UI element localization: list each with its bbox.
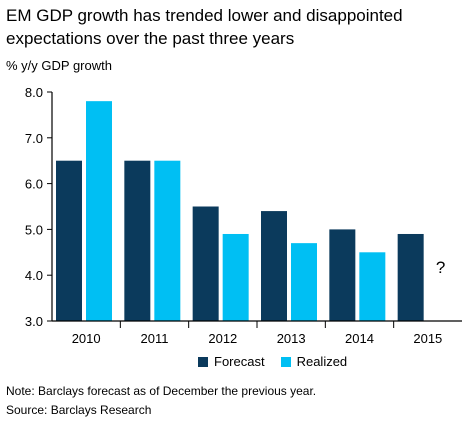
bar-realized-2014 bbox=[359, 252, 386, 321]
bar-forecast-2012 bbox=[192, 206, 219, 321]
bar-forecast-2013 bbox=[261, 211, 287, 321]
bar-realized-2013 bbox=[291, 243, 317, 321]
y-tick-label: 7.0 bbox=[25, 131, 43, 146]
missing-value-marker: ? bbox=[436, 258, 445, 277]
source-text: Source: Barclays Research bbox=[6, 403, 152, 417]
legend-swatch-realized bbox=[280, 356, 291, 367]
legend: Forecast Realized bbox=[198, 354, 363, 369]
y-tick-label: 8.0 bbox=[25, 85, 43, 100]
legend-label-forecast: Forecast bbox=[214, 354, 265, 369]
x-tick-label: 2012 bbox=[208, 331, 237, 346]
y-tick-label: 6.0 bbox=[25, 177, 43, 192]
note-text: Note: Barclays forecast as of December t… bbox=[6, 384, 317, 398]
legend-item-forecast: Forecast bbox=[198, 354, 265, 369]
y-axis-label: % y/y GDP growth bbox=[6, 58, 112, 73]
y-tick-label: 4.0 bbox=[25, 268, 43, 283]
bar-realized-2012 bbox=[222, 233, 249, 321]
x-tick-label: 2013 bbox=[277, 331, 306, 346]
x-tick-label: 2015 bbox=[413, 331, 442, 346]
legend-swatch-forecast bbox=[198, 356, 208, 367]
chart-title-line-2: expectations over the past three years bbox=[6, 29, 295, 48]
x-tick-label: 2010 bbox=[72, 331, 101, 346]
bar-forecast-2011 bbox=[124, 160, 151, 321]
bar-forecast-2010 bbox=[56, 160, 82, 321]
bar-forecast-2015 bbox=[397, 233, 424, 321]
x-tick-label: 2011 bbox=[141, 331, 169, 346]
footnotes: Note: Barclays forecast as of December t… bbox=[6, 382, 316, 420]
bar-realized-2010 bbox=[86, 101, 112, 321]
y-tick-label: 5.0 bbox=[25, 222, 43, 237]
legend-item-realized: Realized bbox=[280, 354, 348, 369]
chart-title: EM GDP growth has trended lower and disa… bbox=[6, 4, 466, 50]
y-tick-label: 3.0 bbox=[25, 314, 43, 329]
x-tick-label: 2014 bbox=[345, 331, 374, 346]
bar-realized-2011 bbox=[154, 160, 181, 321]
bar-forecast-2014 bbox=[329, 229, 356, 321]
legend-label-realized: Realized bbox=[296, 354, 348, 369]
chart-title-line-1: EM GDP growth has trended lower and disa… bbox=[6, 6, 403, 25]
